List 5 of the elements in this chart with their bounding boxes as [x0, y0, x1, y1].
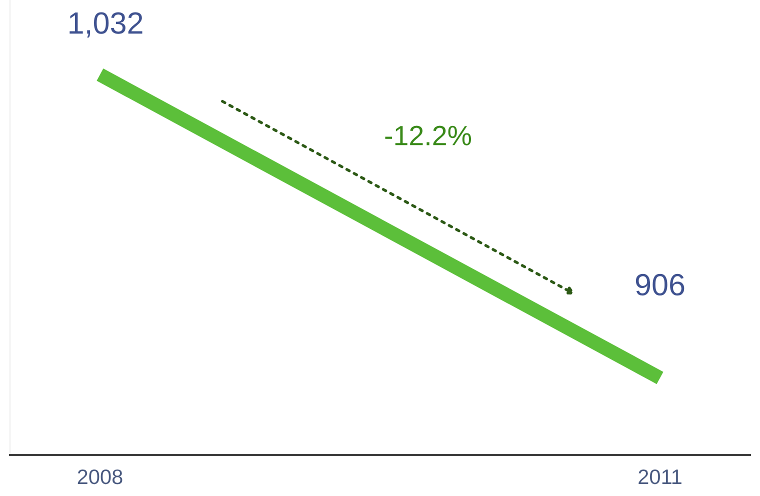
x-tick-label: 2011: [638, 469, 682, 484]
x-tick-label: 2008: [78, 469, 122, 484]
data-label: 906: [636, 274, 684, 296]
data-label: 1,032: [70, 12, 142, 38]
annotation: -12.2%: [385, 126, 472, 146]
